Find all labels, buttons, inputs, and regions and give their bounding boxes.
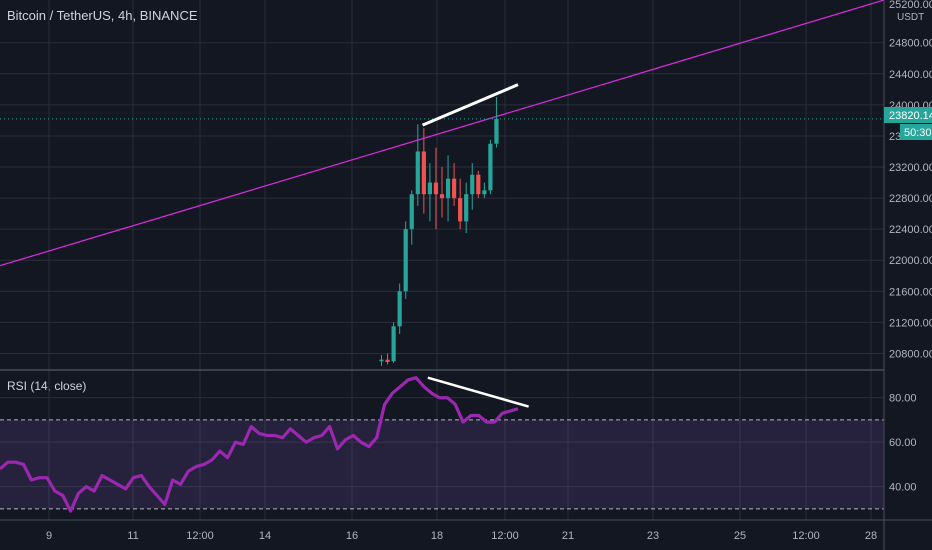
candles [379,97,499,366]
candle-body [409,194,414,230]
time-tick-label: 21 [562,530,574,542]
candle-body [397,291,402,327]
candle-body [470,174,475,195]
candle-body [482,190,487,195]
price-tick-label: 22800.00 [889,193,932,205]
time-tick-label: 11 [127,530,138,542]
time-tick-label: 16 [346,530,358,542]
time-tick-label: 28 [865,530,877,542]
candle-body [385,359,390,363]
time-tick-label: 12:00 [792,530,820,542]
price-tick-label: 20800.00 [889,348,932,360]
candle-body [421,151,426,195]
rsi-tick-label: 60.00 [889,437,917,449]
rsi-band [0,419,884,509]
price-tick-label: 23200.00 [889,162,932,174]
chart-title: Bitcoin / TetherUS, 4h, BINANCE [7,8,198,23]
time-tick-label: 12:00 [491,530,519,542]
unit-label-group: 25200.00 USDT [889,0,932,23]
divergence-rsi-line[interactable] [427,376,529,408]
candle-body [439,194,445,199]
candle-body [476,174,481,195]
price-axis-top-label: 25200.00 [889,0,932,11]
candle-body [494,118,499,144]
countdown-value: 50:30 [904,127,932,139]
time-tick-label: 23 [647,530,659,542]
candle-body [452,178,457,199]
rsi-line [0,376,519,513]
trendline[interactable] [0,0,885,267]
rsi-axis[interactable]: 40.00 60.00 80.00 [889,393,917,494]
time-tick-label: 12:00 [186,530,214,542]
price-tick-label: 22000.00 [889,255,932,267]
time-tick-label: 18 [431,530,443,542]
rsi-title: RSI (14, close) [7,379,87,393]
candle-body [427,182,432,195]
rsi-tick-label: 80.00 [889,393,917,405]
candle-body [379,359,384,362]
price-tick-label: 21200.00 [889,317,932,329]
unit-label: USDT [897,12,924,23]
candle-body [403,229,408,292]
price-axis[interactable]: 20800.00 21200.00 21600.00 22000.00 22400.00… [889,38,932,361]
candle-body [391,326,396,362]
price-tick-label: 24400.00 [889,69,932,81]
divergence-price-line[interactable] [421,83,519,127]
candle-body [445,178,451,199]
time-tick-label: 14 [259,530,271,542]
grid [0,0,884,520]
time-axis[interactable]: 9 11 12:00 14 16 18 12:00 21 23 25 12:00 28 [46,530,877,542]
candle-body [488,143,493,191]
candle-body [433,182,439,195]
candle-body [458,198,463,222]
last-price-value: 23820.14 [889,110,932,122]
candle-body [415,151,420,195]
price-tick-label: 22400.00 [889,224,932,236]
price-tick-label: 21600.00 [889,286,932,298]
time-tick-label: 9 [46,530,52,542]
price-tick-label: 24800.00 [889,38,932,50]
rsi-tick-label: 40.00 [889,482,917,494]
countdown-badge: 50:30 [900,124,932,140]
last-price-badge: 23820.14 [884,107,932,123]
time-tick-label: 25 [734,530,746,542]
candle-body [464,194,469,222]
